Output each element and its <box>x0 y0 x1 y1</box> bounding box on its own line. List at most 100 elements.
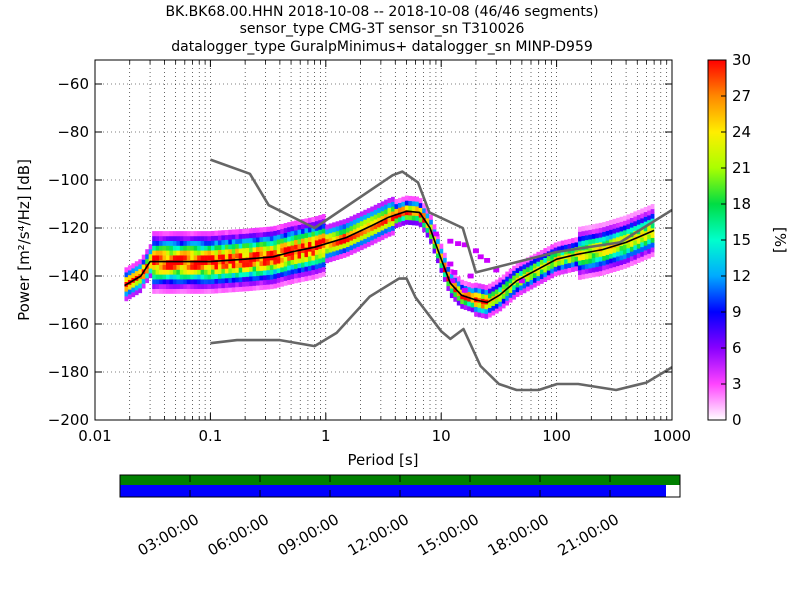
heatmap-cell <box>605 249 610 255</box>
heatmap-cell <box>197 250 201 256</box>
heatmap-cell <box>564 239 568 245</box>
timeline-tick-label: 21:00:00 <box>555 510 622 559</box>
heatmap-cell <box>512 289 516 295</box>
heatmap-cell <box>290 259 295 265</box>
heatmap-cell <box>179 279 184 285</box>
heatmap-cell <box>249 266 253 272</box>
heatmap-cell <box>349 216 354 222</box>
heatmap-cell <box>481 312 485 319</box>
heatmap-cell <box>172 264 177 270</box>
heatmap-cell <box>605 264 610 270</box>
heatmap-cell <box>197 259 201 266</box>
heatmap-cell <box>235 253 240 259</box>
heatmap-cell <box>172 240 177 246</box>
heatmap-cell <box>172 250 177 256</box>
heatmap-cell <box>197 231 201 237</box>
heatmap-cell <box>145 254 149 260</box>
heatmap-cell <box>238 243 243 249</box>
heatmap-cell <box>602 260 606 266</box>
heatmap-cell <box>207 245 212 251</box>
heatmap-cell <box>259 246 264 252</box>
heatmap-cell <box>152 269 156 275</box>
heatmap-cell <box>249 285 253 291</box>
heatmap-cell <box>352 248 357 254</box>
heatmap-cell <box>193 274 198 280</box>
heatmap-cell <box>221 244 226 250</box>
heatmap-cell <box>217 230 222 236</box>
colorbar-label: [%] <box>771 227 789 253</box>
heatmap-cell <box>581 264 586 270</box>
heatmap-cell <box>262 260 267 266</box>
heatmap-cell <box>536 271 541 277</box>
heatmap-cell <box>477 312 482 318</box>
heatmap-cell <box>636 243 641 249</box>
heatmap-cell <box>297 224 302 230</box>
heatmap-cell <box>256 246 260 252</box>
heatmap-cell <box>211 278 215 285</box>
heatmap-cell <box>567 267 572 273</box>
heatmap-cell <box>256 275 260 281</box>
heatmap-cell <box>276 253 281 259</box>
heatmap-cell <box>238 238 243 244</box>
heatmap-cell <box>391 216 395 222</box>
heatmap-cell <box>574 256 579 262</box>
heatmap-cell <box>214 288 219 294</box>
heatmap-cell <box>280 271 285 278</box>
heatmap-cell <box>242 248 246 254</box>
heatmap-cell <box>581 269 586 275</box>
heatmap-cell <box>470 297 475 303</box>
heatmap-cell <box>172 255 177 261</box>
heatmap-cell <box>328 252 333 258</box>
heatmap-cell <box>280 281 285 287</box>
heatmap-cell <box>546 265 551 271</box>
heatmap-cell <box>204 283 208 290</box>
heatmap-cell <box>449 292 454 299</box>
heatmap-cell <box>366 208 371 214</box>
heatmap-cell <box>134 280 139 286</box>
heatmap-cell <box>380 225 385 231</box>
heatmap-cell <box>359 240 364 246</box>
heatmap-cell <box>387 202 392 208</box>
x-tick-label: 0.01 <box>78 427 111 445</box>
heatmap-cell <box>591 267 596 273</box>
heatmap-cell <box>301 238 305 244</box>
y-axis-label: Power [m²/s⁴/Hz] [dB] <box>15 159 33 321</box>
heatmap-cell <box>242 281 246 287</box>
colorbar-tick-label: 9 <box>732 303 742 321</box>
heatmap-cell <box>640 222 645 228</box>
heatmap-cell <box>179 269 184 275</box>
heatmap-cell <box>155 245 160 251</box>
heatmap-cell <box>522 288 527 294</box>
heatmap-cell <box>273 230 278 236</box>
heatmap-cell <box>397 202 402 208</box>
heatmap-cell <box>335 226 340 232</box>
heatmap-cell <box>626 257 631 263</box>
heatmap-cell <box>276 268 281 274</box>
heatmap-cell <box>307 217 312 223</box>
heatmap-cell <box>612 257 617 263</box>
heatmap-cell <box>373 214 378 220</box>
heatmap-cell <box>287 231 291 237</box>
heatmap-cell <box>211 259 215 265</box>
heatmap-cell <box>231 239 236 245</box>
heatmap-cell <box>249 257 253 263</box>
heatmap-cell <box>256 251 260 257</box>
heatmap-cell <box>176 231 181 237</box>
heatmap-cell <box>470 307 475 313</box>
heatmap-cell <box>252 232 257 238</box>
heatmap-cell <box>283 280 288 286</box>
heatmap-cell <box>647 243 651 249</box>
heatmap-cell <box>446 266 451 272</box>
heatmap-cell <box>356 246 361 252</box>
heatmap-cell <box>169 288 174 294</box>
heatmap-cell <box>577 260 582 266</box>
heatmap-cell <box>321 223 326 229</box>
heatmap-cell <box>307 236 312 243</box>
heatmap-cell <box>591 252 596 259</box>
heatmap-cell <box>370 240 375 246</box>
heatmap-cell <box>283 266 288 272</box>
heatmap-cell <box>211 274 215 280</box>
heatmap-cell <box>359 220 364 227</box>
heatmap-cell <box>273 264 278 270</box>
heatmap-cell <box>301 267 305 273</box>
